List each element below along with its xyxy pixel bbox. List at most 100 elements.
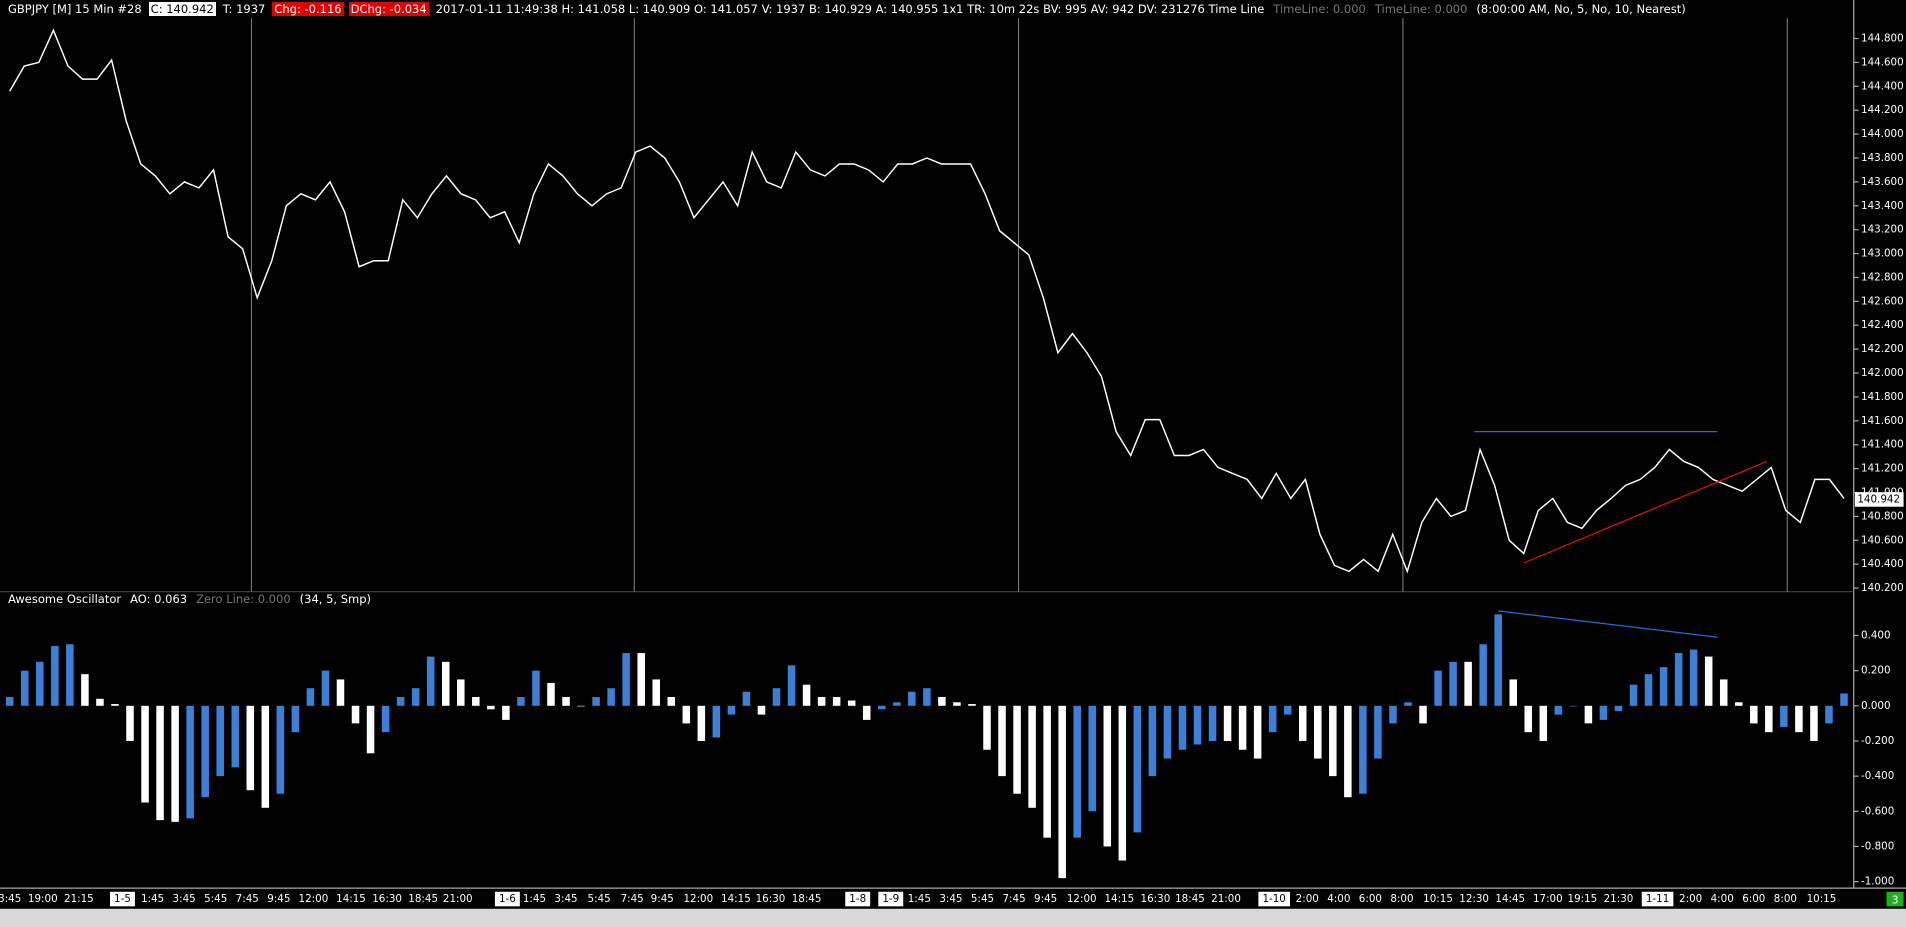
ao-bar [1810, 705, 1818, 741]
price-header: GBPJPY [M] 15 Min #28 C: 140.942 T: 1937 Ch… [6, 1, 1693, 17]
x-tick-label: 21:00 [443, 893, 473, 905]
ao-bar [306, 688, 315, 706]
ao-bar [893, 702, 901, 706]
ao-bar [697, 705, 706, 741]
timeline: TimeLine: 0.000 [1374, 2, 1468, 16]
ao-bar [517, 697, 525, 706]
ao-bar [1509, 679, 1517, 706]
ao-bar [472, 697, 480, 706]
ao-bar [381, 705, 390, 733]
ao-bar [923, 688, 931, 706]
ao-bar [81, 674, 89, 706]
x-tick-label: 5:45 [971, 893, 994, 905]
y-tick-label: 0.400 [1861, 629, 1891, 641]
ao-bar [1073, 705, 1081, 838]
y-tick-label: 144.000 [1861, 128, 1904, 140]
x-tick-label: 17:00 [1533, 893, 1563, 905]
x-tick-label: 18:45 [792, 893, 822, 905]
ao-bar [1208, 705, 1217, 741]
x-tick-label: 18:45 [408, 893, 438, 905]
ao-bar [532, 670, 540, 706]
y-tick-label: 144.200 [1861, 104, 1904, 116]
trend-line [1523, 460, 1768, 564]
ao-bar [607, 688, 615, 706]
x-tick-label: 4:00 [1711, 893, 1734, 905]
y-tick-label: 143.800 [1861, 152, 1904, 164]
ao-value: AO: 0.063 [130, 592, 188, 606]
x-tick-label: 4:00 [1327, 893, 1350, 905]
ao-bar [1614, 705, 1623, 712]
indicator-name: Awesome Oscillator [8, 592, 122, 606]
ao-bar [1419, 705, 1427, 724]
y-tick-label: -1.000 [1861, 876, 1894, 888]
date-tick-box [110, 891, 135, 907]
date-tick-box [494, 891, 520, 907]
x-tick-label: 21:00 [1211, 893, 1241, 905]
indicator-params: (34, 5, Smp) [299, 592, 371, 606]
x-tick-label: 3:45 [939, 893, 962, 905]
ao-bar [592, 697, 600, 706]
date-tick-label: 1-10 [1262, 893, 1285, 905]
ao-bar [1689, 649, 1698, 706]
ao-bar [141, 705, 149, 803]
x-tick-label: 8:00 [1390, 893, 1413, 905]
scrollbar[interactable] [0, 908, 1906, 927]
y-tick-label: 0.200 [1861, 665, 1891, 677]
ao-bar [1599, 705, 1608, 720]
ao-bar [1840, 693, 1848, 706]
ao-bar [1118, 705, 1127, 861]
corner-badge [1886, 891, 1904, 907]
ao-bar [1028, 705, 1036, 808]
x-tick-label: 12:00 [299, 893, 329, 905]
x-tick-label: 5:45 [204, 893, 227, 905]
ao-bar [246, 705, 255, 791]
ao-bar [261, 705, 270, 808]
x-tick-label: 16:30 [1141, 893, 1171, 905]
ao-bar [171, 705, 179, 822]
ao-bar [562, 697, 570, 706]
ao-bar [1088, 705, 1097, 812]
ao-bar [938, 697, 946, 706]
y-tick-label: -0.200 [1861, 735, 1894, 747]
x-tick-label: 21:15 [64, 893, 94, 905]
ao-bar [441, 661, 450, 706]
ao-bar [1629, 684, 1638, 706]
y-tick-label: 141.200 [1861, 463, 1904, 475]
ao-bar [1193, 705, 1202, 745]
ticks: T: 1937 [222, 2, 266, 16]
y-tick-label: -0.600 [1861, 805, 1894, 817]
date-tick-box [1641, 891, 1674, 907]
symbol: GBPJPY [M] 15 Min #28 [8, 2, 142, 16]
ao-bar [787, 665, 796, 706]
ao-bar [1735, 702, 1743, 706]
ao-bar [968, 704, 976, 706]
ao-bar [1464, 661, 1472, 706]
ao-bar [66, 644, 74, 706]
y-tick-label: 140.400 [1861, 558, 1904, 570]
ao-bar [1103, 705, 1112, 847]
ao-bar [1404, 702, 1412, 706]
date-tick-box [1258, 891, 1290, 907]
x-tick-label: 6:00 [1359, 893, 1382, 905]
x-tick-label: 14:45 [1495, 893, 1525, 905]
ao-bar [757, 705, 766, 715]
x-tick-label: 7:45 [621, 893, 644, 905]
y-tick-label: 141.400 [1861, 439, 1904, 451]
last-price-label: 140.942 [1857, 493, 1900, 505]
ao-bar [1058, 705, 1066, 879]
x-tick-label: 2:00 [1679, 893, 1702, 905]
y-tick-label: 143.000 [1861, 248, 1904, 260]
ao-bar [21, 670, 29, 706]
ao-bar [742, 691, 751, 706]
ao-bar [712, 705, 721, 738]
ao-bar [51, 646, 59, 706]
y-tick-label: 142.400 [1861, 319, 1904, 331]
x-tick-label: 7:45 [236, 893, 259, 905]
x-tick-label: 16:30 [756, 893, 786, 905]
x-tick-label: 9:45 [1034, 893, 1057, 905]
x-tick-label: 19:15 [1568, 893, 1598, 905]
ao-bar [1148, 705, 1157, 777]
ao-bar [487, 705, 495, 710]
ao-bar [1780, 705, 1788, 727]
